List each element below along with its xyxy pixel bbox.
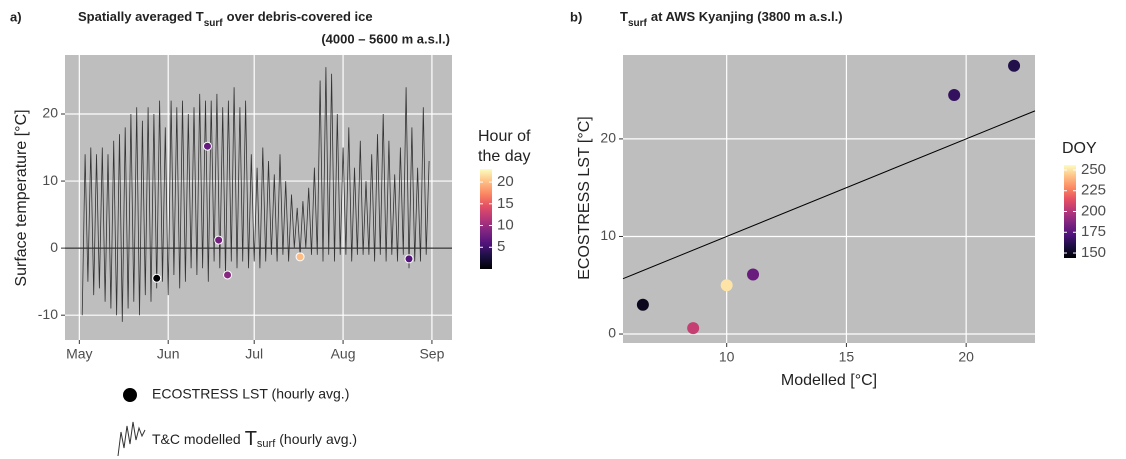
colorbar-label: 5 xyxy=(497,238,505,255)
x-tick-label: 10 xyxy=(719,349,735,365)
x-tick-label: Jun xyxy=(157,346,180,362)
x-axis-title: Modelled [°C] xyxy=(781,372,877,389)
title-subscript: surf xyxy=(204,18,224,29)
data-point xyxy=(636,298,649,311)
colorbar-label: 175 xyxy=(1081,223,1106,240)
data-point xyxy=(720,279,733,292)
legend-label: T&C modelled Tsurf (hourly avg.) xyxy=(152,428,357,450)
plot-background xyxy=(623,55,1035,343)
x-tick-label: Jul xyxy=(245,346,263,362)
colorbar-label: 225 xyxy=(1081,182,1106,199)
y-tick-label: 0 xyxy=(50,239,58,255)
x-tick-label: Aug xyxy=(331,346,356,362)
panel-subtitle: (4000 – 5600 m a.s.l.) xyxy=(321,31,450,46)
x-tick-label: 20 xyxy=(958,349,974,365)
colorbar-label: 150 xyxy=(1081,244,1106,261)
y-tick-label: 10 xyxy=(42,172,58,188)
y-tick-label: -10 xyxy=(38,306,58,322)
colorbar-label: 200 xyxy=(1081,202,1106,219)
title-part: over debris-covered ice xyxy=(227,9,373,24)
y-tick-label: 20 xyxy=(42,105,58,121)
data-point xyxy=(202,141,212,151)
title-part: Spatially averaged T xyxy=(78,9,204,24)
legend-line xyxy=(117,421,146,457)
y-axis-title: ECOSTRESS LST [°C] xyxy=(576,116,593,279)
data-point xyxy=(1008,59,1021,72)
one-to-one-line xyxy=(622,110,1036,280)
colorbar-label: 10 xyxy=(497,216,514,233)
colorbar xyxy=(1064,165,1076,258)
colorbar xyxy=(480,169,492,269)
panel-label: b) xyxy=(570,9,582,24)
data-point xyxy=(948,89,961,101)
title-part: at AWS Kyanjing (3800 m a.s.l.) xyxy=(651,9,843,24)
colorbar-title: Hour of xyxy=(478,128,531,145)
data-point xyxy=(747,268,760,281)
colorbar-label: 20 xyxy=(497,173,514,190)
data-point xyxy=(295,252,305,262)
legend-part: T&C modelled xyxy=(152,431,241,447)
x-tick-label: May xyxy=(66,346,92,362)
panel-title: Tsurf at AWS Kyanjing (3800 m a.s.l.) xyxy=(620,9,843,28)
data-point xyxy=(214,235,224,245)
panel-label: a) xyxy=(10,9,22,24)
data-point xyxy=(152,273,162,283)
legend-label: ECOSTRESS LST (hourly avg.) xyxy=(152,386,349,402)
y-tick-label: 20 xyxy=(600,130,616,146)
title-subscript: surf xyxy=(628,18,648,29)
legend-subscript: surf xyxy=(257,438,276,450)
colorbar-title: DOY xyxy=(1062,140,1097,157)
title-part: T xyxy=(620,9,628,24)
legend-marker xyxy=(123,388,137,402)
y-tick-label: 0 xyxy=(608,325,616,341)
legend-part: T xyxy=(245,428,257,450)
data-line xyxy=(81,67,430,322)
y-axis-title: Surface temperature [°C] xyxy=(13,109,30,286)
y-tick-label: 10 xyxy=(600,227,616,243)
colorbar-label: 250 xyxy=(1081,161,1106,178)
x-tick-label: 15 xyxy=(839,349,855,365)
colorbar-title: the day xyxy=(478,148,530,165)
panel-title: Spatially averaged Tsurf over debris-cove… xyxy=(78,9,373,28)
x-tick-label: Sep xyxy=(419,346,444,362)
data-point xyxy=(687,322,700,335)
data-point xyxy=(223,270,233,280)
data-point xyxy=(404,254,414,264)
colorbar-label: 15 xyxy=(497,195,514,212)
legend-part: (hourly avg.) xyxy=(279,431,357,447)
